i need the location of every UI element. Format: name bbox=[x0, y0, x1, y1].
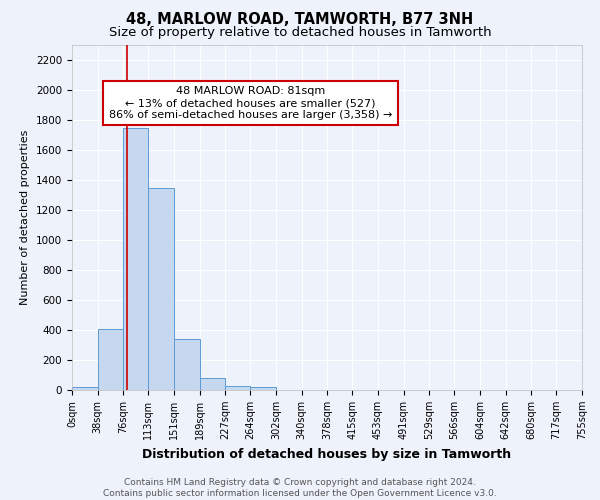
Bar bbox=[72, 387, 98, 390]
Bar bbox=[174, 339, 200, 390]
Text: Contains HM Land Registry data © Crown copyright and database right 2024.
Contai: Contains HM Land Registry data © Crown c… bbox=[103, 478, 497, 498]
Text: Size of property relative to detached houses in Tamworth: Size of property relative to detached ho… bbox=[109, 26, 491, 39]
Bar bbox=[200, 378, 226, 390]
X-axis label: Distribution of detached houses by size in Tamworth: Distribution of detached houses by size … bbox=[142, 448, 512, 460]
Text: 48 MARLOW ROAD: 81sqm
← 13% of detached houses are smaller (527)
86% of semi-det: 48 MARLOW ROAD: 81sqm ← 13% of detached … bbox=[109, 86, 392, 120]
Bar bbox=[226, 386, 250, 390]
Bar bbox=[124, 128, 148, 390]
Text: 48, MARLOW ROAD, TAMWORTH, B77 3NH: 48, MARLOW ROAD, TAMWORTH, B77 3NH bbox=[127, 12, 473, 28]
Bar bbox=[98, 328, 124, 390]
Bar bbox=[148, 188, 174, 390]
Bar bbox=[250, 387, 276, 390]
Y-axis label: Number of detached properties: Number of detached properties bbox=[20, 130, 31, 305]
